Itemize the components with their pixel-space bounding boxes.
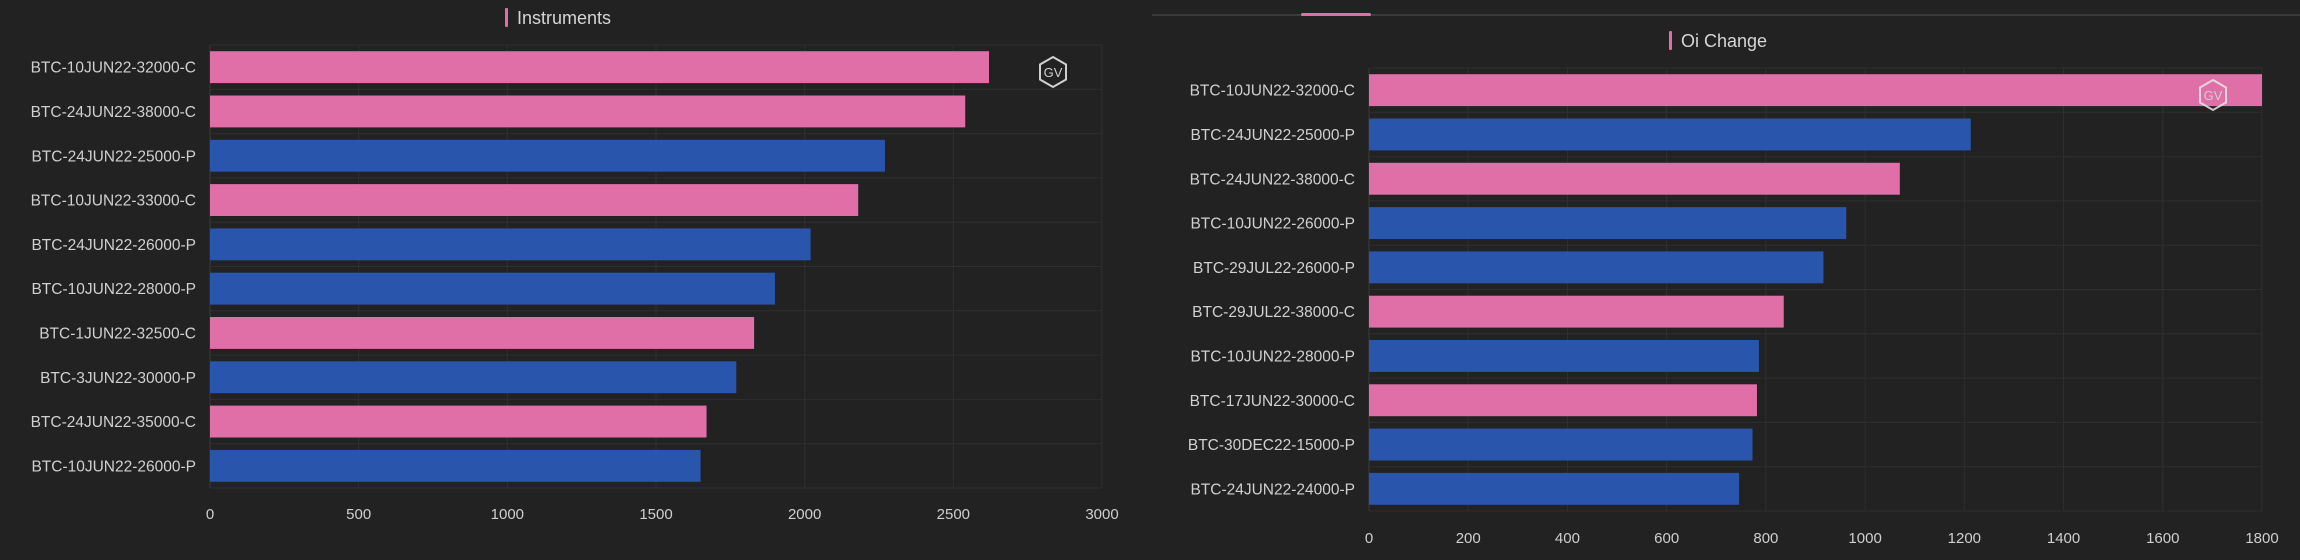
x-tick-label: 0: [1365, 530, 1373, 547]
category-label: BTC-10JUN22-26000-P: [1190, 216, 1355, 233]
watermark-logo-left: GV: [1039, 55, 1067, 89]
watermark-hexagon-icon: [2199, 78, 2227, 112]
bar-btc-24jun22-38000-c[interactable]: [210, 95, 966, 128]
category-label: BTC-17JUN22-30000-C: [1190, 393, 1355, 410]
category-label: BTC-10JUN22-28000-P: [1190, 348, 1355, 365]
watermark-hexagon-icon: [1039, 55, 1067, 89]
category-label: BTC-29JUL22-38000-C: [1192, 304, 1355, 321]
x-tick-label: 1000: [491, 506, 524, 523]
instruments-bar-chart: Instruments BTC-10JUN22-32000-C BTC-24JUN…: [31, 8, 1119, 523]
bar-btc-10jun22-28000-p[interactable]: [1369, 340, 1759, 372]
watermark-logo-right: GV: [2199, 78, 2227, 112]
bar-btc-17jun22-30000-c[interactable]: [1369, 384, 1757, 417]
category-label: BTC-10JUN22-28000-P: [31, 281, 196, 298]
bar-btc-1jun22-32500-c[interactable]: [210, 317, 755, 349]
instruments-chart-title: Instruments: [517, 8, 611, 28]
bar-btc-10jun22-26000-p[interactable]: [1369, 207, 1847, 239]
category-label: BTC-10JUN22-32000-C: [1190, 83, 1355, 100]
category-label: BTC-24JUN22-25000-P: [31, 148, 196, 165]
bar-btc-10jun22-32000-c[interactable]: [1369, 74, 2262, 107]
x-tick-label: 2500: [937, 506, 970, 523]
x-tick-label: 1400: [2047, 530, 2080, 547]
oi-change-chart-panel: Oi Change BTC-10JUN22-32000-C BTC-24JUN22…: [1152, 0, 2300, 560]
x-tick-label: 1600: [2146, 530, 2179, 547]
bar-btc-24jun22-26000-p[interactable]: [210, 228, 811, 261]
category-label: BTC-10JUN22-33000-C: [31, 193, 196, 210]
bar-btc-29jul22-26000-p[interactable]: [1369, 251, 1824, 284]
category-label: BTC-24JUN22-25000-P: [1190, 127, 1355, 144]
category-label: BTC-30DEC22-15000-P: [1188, 437, 1355, 454]
bar-btc-30dec22-15000-p[interactable]: [1369, 428, 1753, 461]
oi-change-chart-title: Oi Change: [1681, 31, 1767, 51]
watermark-text: GV: [2204, 88, 2223, 103]
bar-btc-24jun22-35000-c[interactable]: [210, 405, 707, 438]
instruments-chart-panel: Instruments BTC-10JUN22-32000-C BTC-24JUN…: [0, 0, 1140, 560]
category-label: BTC-10JUN22-26000-P: [31, 458, 196, 475]
x-tick-label: 3000: [1085, 506, 1118, 523]
active-tab-indicator[interactable]: [1301, 13, 1371, 16]
category-label: BTC-24JUN22-38000-C: [31, 104, 196, 121]
category-label: BTC-24JUN22-24000-P: [1190, 481, 1355, 498]
bar-btc-10jun22-28000-p[interactable]: [210, 272, 775, 305]
category-label: BTC-24JUN22-35000-C: [31, 414, 196, 431]
category-label: BTC-10JUN22-32000-C: [31, 60, 196, 77]
category-label: BTC-3JUN22-30000-P: [40, 370, 196, 387]
x-tick-label: 500: [346, 506, 371, 523]
x-tick-label: 0: [206, 506, 214, 523]
bar-btc-24jun22-38000-c[interactable]: [1369, 162, 1900, 195]
x-tick-label: 400: [1555, 530, 1580, 547]
category-label: BTC-1JUN22-32500-C: [39, 325, 196, 342]
bar-btc-24jun22-24000-p[interactable]: [1369, 472, 1740, 505]
x-tick-label: 1000: [1848, 530, 1881, 547]
bar-btc-10jun22-32000-c[interactable]: [210, 51, 990, 84]
category-label: BTC-24JUN22-38000-C: [1190, 171, 1355, 188]
watermark-text: GV: [1044, 65, 1063, 80]
tab-strip: [1152, 14, 2300, 16]
bar-btc-10jun22-33000-c[interactable]: [210, 184, 859, 216]
x-tick-label: 2000: [788, 506, 821, 523]
bar-btc-24jun22-25000-p[interactable]: [1369, 118, 1971, 151]
bar-btc-29jul22-38000-c[interactable]: [1369, 295, 1784, 328]
x-tick-label: 1800: [2245, 530, 2278, 547]
bar-btc-24jun22-25000-p[interactable]: [210, 139, 885, 172]
bar-btc-10jun22-26000-p[interactable]: [210, 449, 701, 482]
x-tick-label: 1200: [1948, 530, 1981, 547]
oi-change-title-marker: [1669, 31, 1672, 50]
instruments-title-marker: [505, 8, 508, 27]
category-label: BTC-29JUL22-26000-P: [1193, 260, 1355, 277]
bar-btc-3jun22-30000-p[interactable]: [210, 361, 737, 394]
category-label: BTC-24JUN22-26000-P: [31, 237, 196, 254]
x-tick-label: 600: [1654, 530, 1679, 547]
x-tick-label: 1500: [639, 506, 672, 523]
x-tick-label: 800: [1753, 530, 1778, 547]
oi-change-bar-chart: Oi Change BTC-10JUN22-32000-C BTC-24JUN22…: [1188, 31, 2279, 547]
x-tick-label: 200: [1456, 530, 1481, 547]
